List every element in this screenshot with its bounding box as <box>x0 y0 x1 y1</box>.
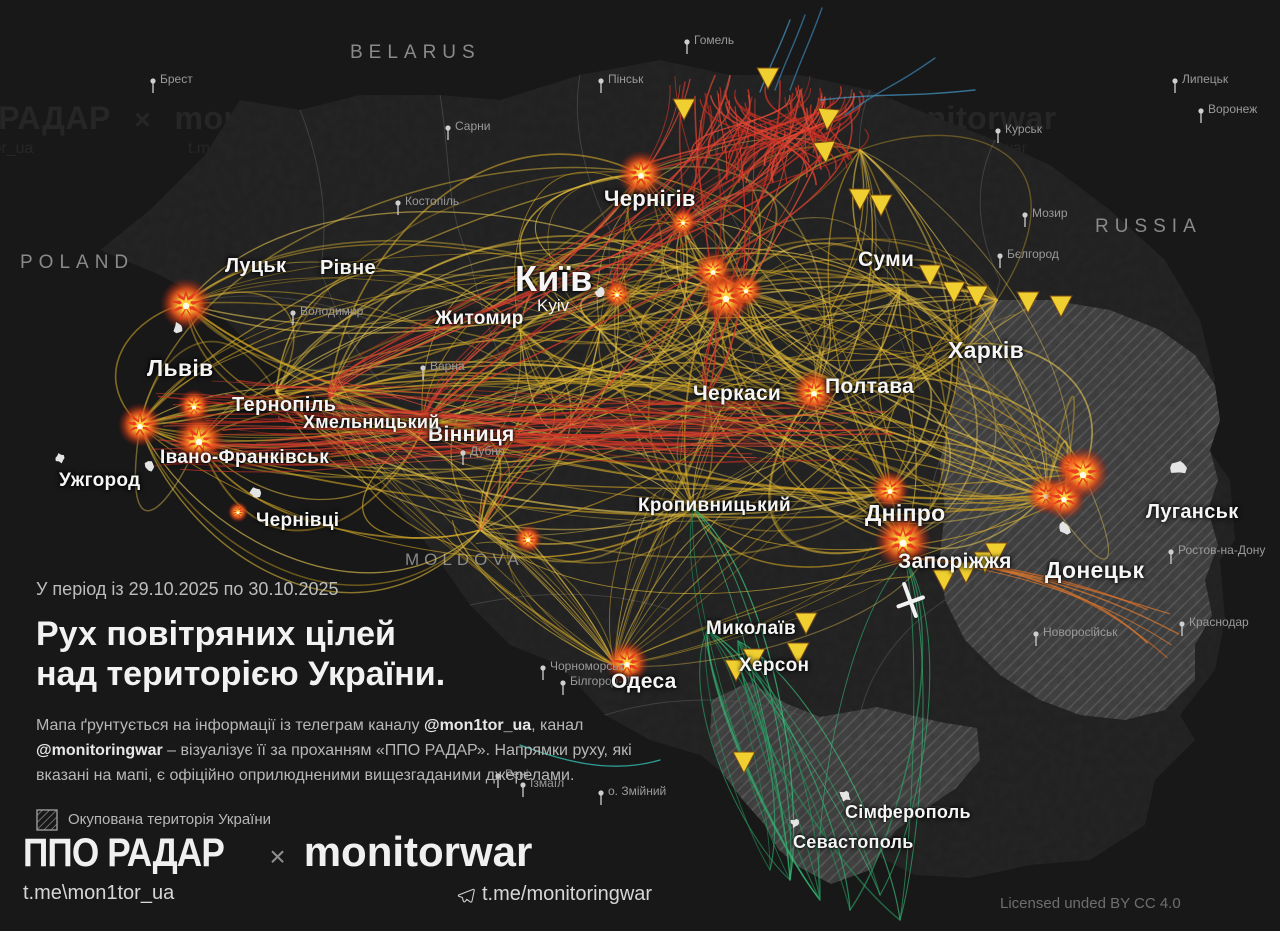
svg-text:RUSSIA: RUSSIA <box>1095 216 1202 237</box>
svg-text:BELARUS: BELARUS <box>350 42 481 63</box>
svg-text:POLAND: POLAND <box>20 252 134 273</box>
